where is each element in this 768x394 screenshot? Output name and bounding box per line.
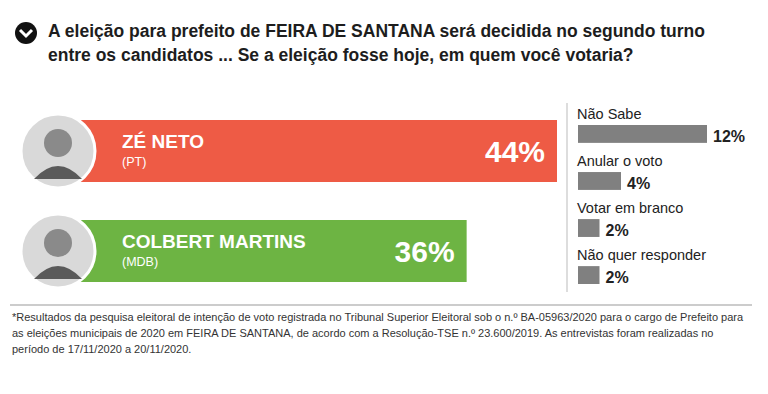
bar (578, 266, 600, 284)
bar (578, 172, 621, 190)
title: A eleição para prefeito de FEIRA DE SANT… (48, 19, 748, 67)
footnote: *Resultados da pesquisa eleitoral de int… (12, 309, 752, 357)
photo-head (44, 129, 72, 157)
candidate-photo (21, 114, 95, 188)
photo-body (34, 166, 82, 179)
footnote-rule (10, 305, 752, 306)
photo-frame (21, 214, 95, 288)
bar (60, 120, 557, 182)
data-label: 2% (606, 222, 629, 239)
icon-chevron (20, 30, 32, 36)
data-label: 12% (713, 128, 745, 145)
photo-body (34, 266, 82, 279)
candidate-name: COLBERT MARTINS (122, 231, 306, 252)
candidate-labels: ZÉ NETO (PT) 44% COLBERT MARTINS (MDB) 36% (122, 131, 545, 269)
data-label: 36% (395, 235, 455, 268)
candidate-photo (21, 214, 95, 288)
data-label: 2% (606, 269, 629, 286)
category-label: Não quer responder (577, 247, 706, 263)
category-label: Votar em branco (577, 200, 683, 216)
candidate-bars (60, 120, 557, 282)
bar (60, 220, 467, 282)
category-label: Anular o voto (577, 153, 662, 169)
candidate-party: (PT) (122, 155, 146, 169)
other-labels: Não Sabe 12% Anular o voto 4% Votar em branc… (577, 106, 745, 286)
candidate-photos (21, 114, 95, 288)
title-icon (15, 22, 37, 44)
data-label: 4% (627, 175, 650, 192)
separator (567, 103, 568, 292)
other-bars (578, 125, 707, 284)
data-label: 44% (485, 135, 545, 168)
candidate-party: (MDB) (122, 255, 158, 269)
photo-head (44, 229, 72, 257)
photo-frame (21, 114, 95, 188)
icon-circle (15, 22, 37, 44)
candidate-name: ZÉ NETO (122, 131, 204, 152)
bar (578, 125, 707, 143)
category-label: Não Sabe (577, 106, 642, 122)
bar (578, 219, 600, 237)
